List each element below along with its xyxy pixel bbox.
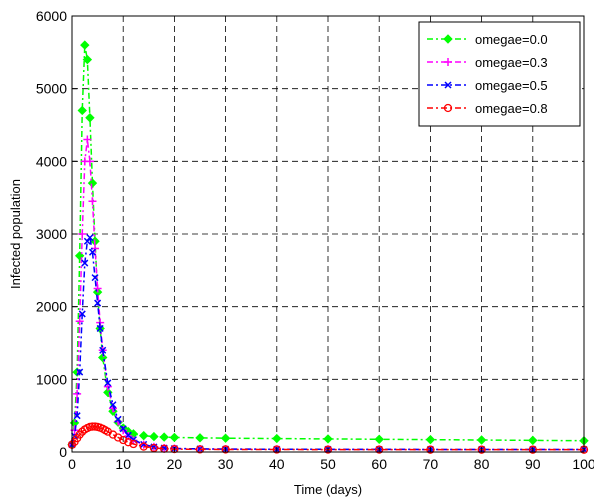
series-omegae=0.8 bbox=[67, 422, 589, 454]
data-point bbox=[76, 368, 84, 376]
data-point bbox=[96, 324, 104, 332]
data-point bbox=[119, 435, 128, 445]
series-line bbox=[71, 425, 584, 451]
data-point bbox=[149, 431, 159, 442]
data-point bbox=[99, 346, 107, 354]
x-tick-label: 30 bbox=[218, 456, 234, 472]
y-tick-label: 6000 bbox=[36, 8, 67, 24]
data-point bbox=[159, 432, 169, 442]
data-point bbox=[323, 445, 333, 454]
data-point bbox=[170, 444, 179, 454]
data-point bbox=[94, 299, 102, 307]
ticks: 0 10 20 30 40 50 60 70 80 90 100010002000300040005… bbox=[36, 8, 594, 472]
data-point bbox=[272, 445, 281, 454]
data-point bbox=[87, 178, 98, 188]
legend-marker bbox=[443, 103, 453, 113]
y-tick-label: 2000 bbox=[36, 299, 67, 315]
data-point bbox=[169, 432, 180, 443]
data-point bbox=[195, 445, 205, 454]
y-tick-label: 0 bbox=[59, 444, 67, 460]
x-tick-label: 50 bbox=[320, 456, 336, 472]
data-point bbox=[374, 434, 384, 444]
data-point bbox=[83, 237, 91, 245]
data-point bbox=[73, 412, 81, 420]
legend-label: omegae=0.5 bbox=[475, 78, 548, 93]
data-point bbox=[75, 317, 84, 326]
data-point bbox=[221, 445, 230, 454]
data-point bbox=[220, 433, 231, 443]
data-point bbox=[139, 442, 148, 451]
data-point bbox=[375, 445, 384, 454]
data-point bbox=[109, 401, 117, 409]
data-point bbox=[138, 430, 149, 441]
data-point bbox=[88, 248, 97, 256]
y-tick-label: 4000 bbox=[36, 153, 67, 169]
x-tick-label: 100 bbox=[572, 456, 594, 472]
data-point bbox=[476, 435, 487, 445]
x-tick-label: 10 bbox=[115, 456, 131, 472]
data-point bbox=[80, 40, 90, 50]
legend-item: omegae=0.3 bbox=[427, 55, 548, 70]
x-tick-label: 40 bbox=[269, 456, 285, 472]
data-point bbox=[85, 113, 95, 123]
data-point bbox=[86, 234, 94, 242]
x-tick-label: 60 bbox=[371, 456, 387, 472]
data-point bbox=[195, 433, 205, 443]
data-point bbox=[77, 105, 87, 116]
legend-label: omegae=0.3 bbox=[475, 55, 548, 70]
legend: omegae=0.0 omegae=0.3 omegae=0.5 omegae=0.8 bbox=[418, 21, 581, 127]
data-point bbox=[73, 389, 82, 398]
data-point bbox=[272, 433, 282, 444]
data-point bbox=[83, 135, 92, 144]
data-point bbox=[477, 445, 486, 454]
y-tick-label: 3000 bbox=[36, 226, 67, 242]
data-point bbox=[425, 434, 436, 445]
x-tick-label: 90 bbox=[525, 456, 541, 472]
data-point bbox=[528, 445, 537, 454]
legend-label: omegae=0.0 bbox=[475, 32, 548, 47]
x-axis-label: Time (days) bbox=[294, 482, 362, 497]
data-point bbox=[93, 284, 102, 293]
x-tick-label: 70 bbox=[423, 456, 439, 472]
data-point bbox=[114, 415, 122, 423]
data-point bbox=[88, 197, 97, 206]
legend-marker bbox=[444, 81, 452, 89]
data-point bbox=[81, 259, 89, 267]
x-tick-label: 80 bbox=[474, 456, 490, 472]
legend-item: omegae=0.0 bbox=[427, 32, 548, 47]
data-point bbox=[104, 379, 112, 387]
y-tick-label: 1000 bbox=[36, 371, 67, 387]
data-point bbox=[82, 54, 93, 65]
x-tick-label: 0 bbox=[68, 456, 76, 472]
data-point bbox=[129, 439, 138, 449]
legend-marker bbox=[443, 34, 453, 44]
data-point bbox=[323, 434, 333, 444]
data-point bbox=[124, 438, 133, 447]
legend-marker bbox=[444, 58, 452, 66]
data-point bbox=[528, 435, 538, 446]
legend-item: omegae=0.5 bbox=[427, 78, 548, 93]
y-tick-label: 5000 bbox=[36, 81, 67, 97]
series-line bbox=[71, 235, 584, 451]
legend-label: omegae=0.8 bbox=[475, 101, 548, 116]
x-tick-label: 20 bbox=[167, 456, 183, 472]
data-point bbox=[85, 157, 94, 166]
data-point bbox=[78, 230, 87, 238]
data-point bbox=[88, 422, 97, 431]
data-point bbox=[119, 425, 127, 433]
data-point bbox=[426, 445, 435, 454]
data-point bbox=[91, 274, 99, 282]
data-point bbox=[78, 310, 86, 318]
y-axis-label: Infected population bbox=[8, 179, 23, 289]
legend-item: omegae=0.8 bbox=[427, 101, 548, 116]
